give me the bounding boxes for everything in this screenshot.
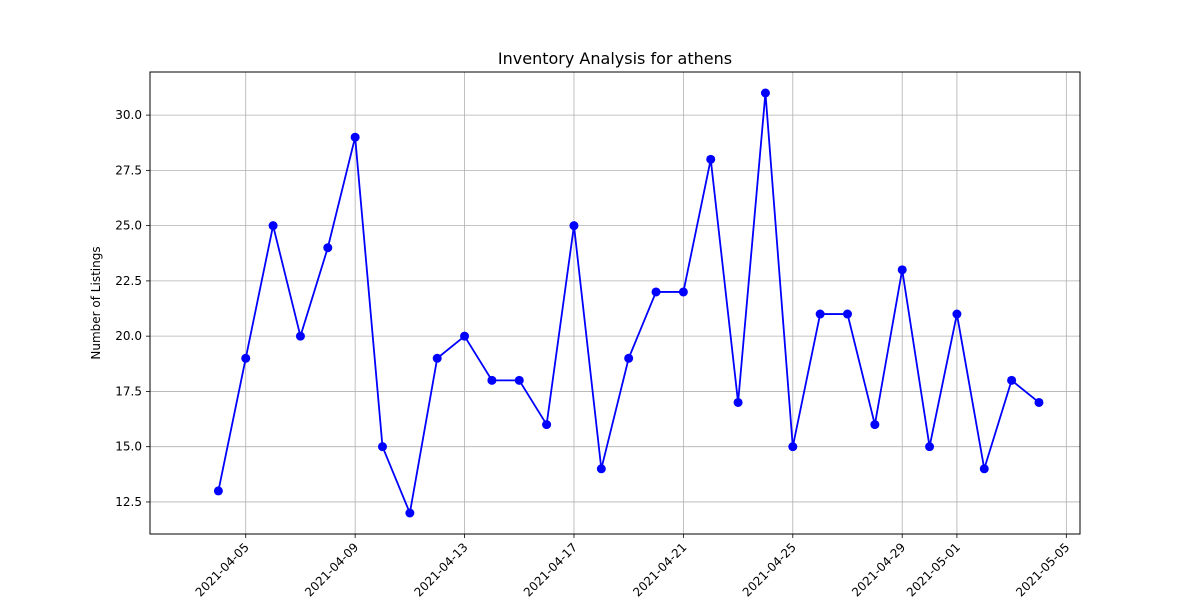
data-point	[596, 464, 606, 474]
data-point	[843, 309, 852, 319]
y-tick-label: 20.0	[115, 329, 142, 343]
x-tick-label: 2021-05-01	[904, 540, 963, 599]
data-point	[733, 397, 743, 407]
data-point	[760, 88, 770, 98]
data-point	[979, 464, 989, 474]
x-tick-label: 2021-04-25	[740, 540, 799, 599]
x-axis: 2021-04-05 2021-04-09 2021-04-13 2021-04-17…	[193, 534, 1072, 599]
plot-frame	[149, 71, 1081, 535]
grid	[150, 72, 1080, 534]
y-tick-label: 15.0	[115, 440, 142, 454]
x-tick-label: 2021-04-13	[411, 540, 470, 599]
data-point	[624, 353, 634, 363]
data-point	[241, 353, 251, 363]
data-point	[569, 221, 579, 231]
x-tick-label: 2021-04-05	[193, 540, 252, 599]
y-axis: 12.5 15.0 17.5 20.0 22.5 25.0 27.5 30.0	[115, 108, 150, 509]
data-point	[323, 243, 333, 253]
data-point	[405, 508, 415, 518]
x-tick-label: 2021-04-17	[521, 540, 580, 599]
y-tick-label: 12.5	[115, 495, 142, 509]
y-axis-label: Number of Listings	[89, 246, 103, 359]
data-point	[1007, 375, 1017, 385]
data-point	[378, 442, 387, 452]
x-tick-label: 2021-05-05	[1013, 540, 1072, 599]
data-point	[213, 486, 223, 496]
series	[213, 88, 1044, 518]
data-point	[542, 420, 552, 430]
x-tick-label: 2021-04-21	[630, 540, 689, 599]
x-tick-label: 2021-04-09	[302, 540, 361, 599]
data-point	[268, 221, 278, 231]
chart-title: Inventory Analysis for athens	[498, 49, 732, 68]
y-tick-label: 17.5	[115, 384, 142, 398]
data-point	[870, 420, 880, 430]
data-point	[1034, 397, 1044, 407]
data-point	[514, 375, 524, 385]
data-point	[651, 287, 661, 297]
data-point	[678, 287, 688, 297]
data-point	[925, 442, 935, 452]
data-point	[897, 265, 907, 275]
data-point	[350, 132, 360, 142]
y-tick-label: 25.0	[115, 219, 142, 233]
data-point	[952, 309, 962, 319]
y-tick-label: 22.5	[115, 274, 142, 288]
data-point	[788, 442, 798, 452]
data-point	[487, 375, 497, 385]
data-point	[460, 331, 470, 341]
y-tick-label: 30.0	[115, 108, 142, 122]
data-point	[432, 353, 442, 363]
x-tick-label: 2021-04-29	[849, 540, 908, 599]
data-point	[815, 309, 825, 319]
data-point	[706, 154, 716, 164]
series-line	[217, 92, 1040, 517]
data-point	[295, 331, 305, 341]
y-tick-label: 27.5	[115, 163, 142, 177]
